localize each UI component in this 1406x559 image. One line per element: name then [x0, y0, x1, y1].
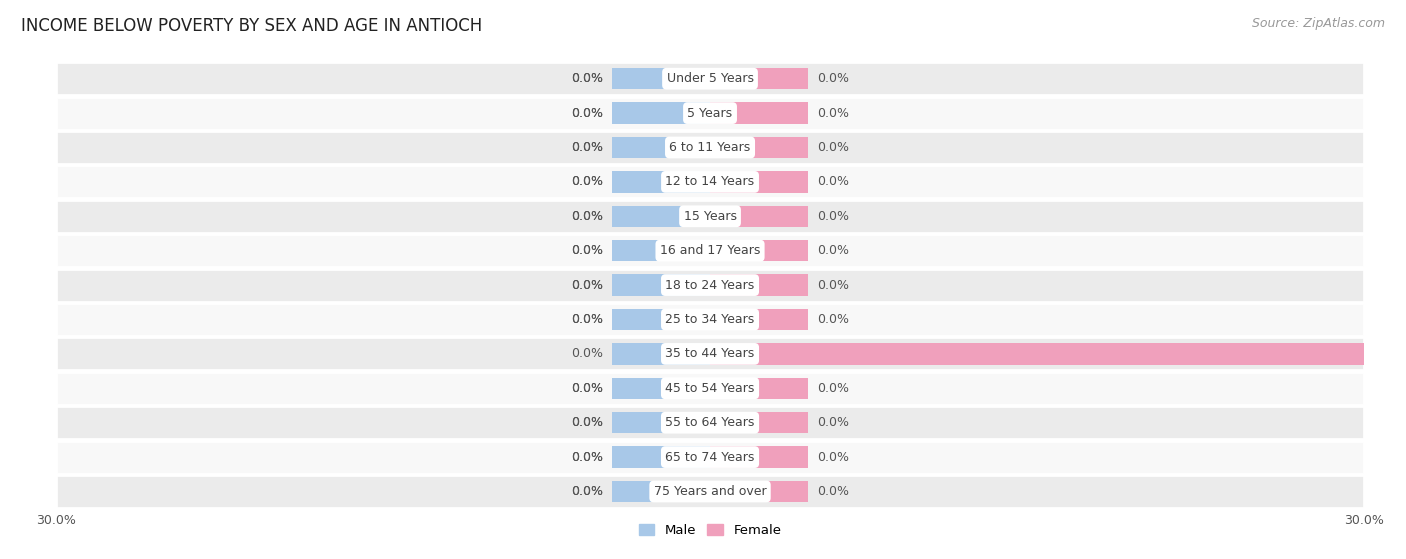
Bar	[612, 309, 710, 330]
Text: 6 to 11 Years: 6 to 11 Years	[669, 141, 751, 154]
Text: 0.0%: 0.0%	[571, 347, 603, 361]
Text: 0.0%: 0.0%	[571, 416, 603, 429]
Bar	[710, 274, 808, 296]
Text: 45 to 54 Years: 45 to 54 Years	[665, 382, 755, 395]
Bar	[612, 274, 710, 296]
Text: 0.0%: 0.0%	[571, 72, 603, 85]
Bar	[56, 440, 1364, 473]
Bar	[56, 268, 1364, 302]
Text: 12 to 14 Years: 12 to 14 Years	[665, 176, 755, 188]
Bar	[710, 378, 808, 399]
Text: 0.0%: 0.0%	[571, 244, 603, 257]
Bar	[612, 378, 710, 399]
Text: 15 Years: 15 Years	[683, 210, 737, 223]
Text: 0.0%: 0.0%	[817, 141, 849, 154]
Text: 0.0%: 0.0%	[571, 107, 603, 120]
Bar	[710, 171, 808, 192]
Text: 0.0%: 0.0%	[571, 176, 603, 188]
Text: 0.0%: 0.0%	[817, 176, 849, 188]
Text: 0.0%: 0.0%	[571, 485, 603, 498]
Bar	[56, 62, 1364, 95]
Text: 0.0%: 0.0%	[817, 210, 849, 223]
Bar	[56, 234, 1364, 267]
Text: 65 to 74 Years: 65 to 74 Years	[665, 451, 755, 463]
Bar	[56, 131, 1364, 164]
Text: 0.0%: 0.0%	[571, 141, 603, 154]
Text: 18 to 24 Years: 18 to 24 Years	[665, 278, 755, 292]
Text: 0.0%: 0.0%	[571, 244, 603, 257]
Text: 0.0%: 0.0%	[817, 451, 849, 463]
Text: 0.0%: 0.0%	[817, 416, 849, 429]
Bar	[612, 102, 710, 124]
Bar	[612, 240, 710, 262]
Bar	[710, 447, 808, 468]
Bar	[56, 303, 1364, 336]
Text: 0.0%: 0.0%	[571, 278, 603, 292]
Text: 0.0%: 0.0%	[571, 451, 603, 463]
Text: 0.0%: 0.0%	[571, 416, 603, 429]
Bar	[56, 372, 1364, 405]
Bar	[612, 343, 710, 364]
Text: Under 5 Years: Under 5 Years	[666, 72, 754, 85]
Text: 0.0%: 0.0%	[571, 313, 603, 326]
Bar	[710, 206, 808, 227]
Text: 0.0%: 0.0%	[571, 176, 603, 188]
Bar	[710, 343, 1406, 364]
Text: 25 to 34 Years: 25 to 34 Years	[665, 313, 755, 326]
Text: 16 and 17 Years: 16 and 17 Years	[659, 244, 761, 257]
Text: 0.0%: 0.0%	[817, 278, 849, 292]
Text: 55 to 64 Years: 55 to 64 Years	[665, 416, 755, 429]
Bar	[56, 97, 1364, 130]
Bar	[612, 481, 710, 502]
Text: 0.0%: 0.0%	[571, 313, 603, 326]
Bar	[56, 475, 1364, 508]
Text: 35 to 44 Years: 35 to 44 Years	[665, 347, 755, 361]
Text: 0.0%: 0.0%	[571, 210, 603, 223]
Bar	[710, 68, 808, 89]
Text: Source: ZipAtlas.com: Source: ZipAtlas.com	[1251, 17, 1385, 30]
Bar	[710, 240, 808, 262]
Text: 0.0%: 0.0%	[817, 382, 849, 395]
Bar	[612, 412, 710, 433]
Text: 75 Years and over: 75 Years and over	[654, 485, 766, 498]
Text: 28.8%: 28.8%	[1384, 347, 1406, 361]
Text: 0.0%: 0.0%	[571, 107, 603, 120]
Text: 5 Years: 5 Years	[688, 107, 733, 120]
Text: 0.0%: 0.0%	[571, 278, 603, 292]
Bar	[710, 309, 808, 330]
Bar	[710, 102, 808, 124]
Text: 0.0%: 0.0%	[571, 485, 603, 498]
Text: 0.0%: 0.0%	[817, 72, 849, 85]
Text: 0.0%: 0.0%	[571, 72, 603, 85]
Text: 0.0%: 0.0%	[571, 210, 603, 223]
Bar	[710, 137, 808, 158]
Bar	[710, 481, 808, 502]
Bar	[710, 412, 808, 433]
Legend: Male, Female: Male, Female	[633, 518, 787, 542]
Bar	[56, 406, 1364, 439]
Text: 0.0%: 0.0%	[571, 141, 603, 154]
Bar	[612, 171, 710, 192]
Bar	[612, 137, 710, 158]
Bar	[612, 68, 710, 89]
Bar	[612, 447, 710, 468]
Bar	[612, 206, 710, 227]
Text: 0.0%: 0.0%	[817, 244, 849, 257]
Text: 0.0%: 0.0%	[571, 382, 603, 395]
Text: INCOME BELOW POVERTY BY SEX AND AGE IN ANTIOCH: INCOME BELOW POVERTY BY SEX AND AGE IN A…	[21, 17, 482, 35]
Text: 0.0%: 0.0%	[817, 485, 849, 498]
Text: 0.0%: 0.0%	[571, 451, 603, 463]
Text: 0.0%: 0.0%	[817, 313, 849, 326]
Bar	[56, 200, 1364, 233]
Text: 0.0%: 0.0%	[571, 382, 603, 395]
Text: 0.0%: 0.0%	[817, 107, 849, 120]
Bar	[56, 338, 1364, 371]
Bar	[56, 165, 1364, 198]
